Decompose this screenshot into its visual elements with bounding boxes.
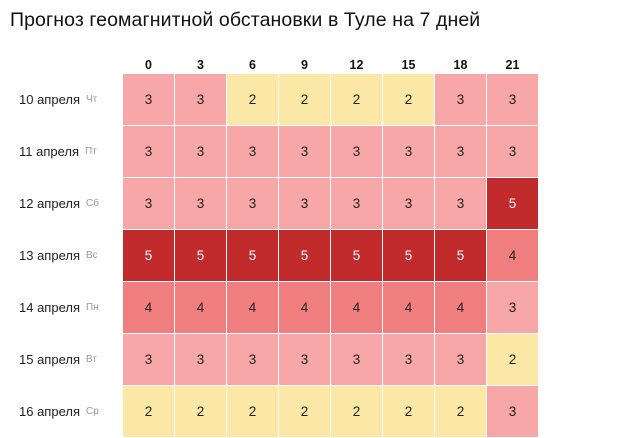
kp-cell: 3 [279, 126, 330, 177]
kp-cell: 2 [331, 74, 382, 125]
hour-header: 21 [505, 58, 520, 72]
kp-cell: 2 [487, 334, 538, 385]
kp-cell: 3 [279, 334, 330, 385]
header-corner [10, 56, 122, 74]
kp-cell: 3 [123, 178, 174, 229]
hour-header: 9 [301, 58, 308, 72]
row-label: 10 апреля Чт [10, 74, 122, 125]
row-date: 14 апреля [19, 300, 80, 315]
kp-cell: 3 [175, 74, 226, 125]
kp-cell: 5 [435, 230, 486, 281]
forecast-table: 0 3 6 9 12 15 18 21 10 апреля Чт 3 3 2 2 2 2 3 3 11 апреля… [10, 56, 538, 438]
hour-header: 6 [249, 58, 256, 72]
kp-cell: 5 [383, 230, 434, 281]
page-title: Прогноз геомагнитной обстановки в Туле н… [10, 9, 481, 31]
kp-cell: 4 [227, 282, 278, 333]
kp-cell: 3 [383, 178, 434, 229]
kp-cell: 3 [487, 282, 538, 333]
kp-cell: 3 [175, 178, 226, 229]
hour-header: 12 [349, 58, 364, 72]
row-label: 14 апреля Пн [10, 282, 122, 333]
row-date: 12 апреля [19, 196, 80, 211]
kp-cell: 3 [175, 126, 226, 177]
kp-cell: 4 [123, 282, 174, 333]
row-weekday: Сб [86, 198, 99, 209]
row-weekday: Пт [85, 146, 97, 157]
hour-header: 15 [401, 58, 416, 72]
kp-cell: 2 [279, 74, 330, 125]
row-date: 10 апреля [19, 92, 80, 107]
hour-header: 18 [453, 58, 468, 72]
kp-cell: 2 [383, 74, 434, 125]
kp-cell: 3 [279, 178, 330, 229]
kp-cell: 4 [487, 230, 538, 281]
row-label: 12 апреля Сб [10, 178, 122, 229]
row-weekday: Чт [86, 94, 98, 105]
hour-header: 0 [145, 58, 152, 72]
row-date: 13 апреля [19, 248, 80, 263]
kp-cell: 5 [175, 230, 226, 281]
kp-cell: 3 [487, 74, 538, 125]
kp-cell: 4 [383, 282, 434, 333]
kp-cell: 5 [279, 230, 330, 281]
kp-cell: 3 [123, 74, 174, 125]
row-date: 15 апреля [19, 352, 80, 367]
kp-cell: 5 [331, 230, 382, 281]
kp-cell: 4 [331, 282, 382, 333]
hour-header: 3 [197, 58, 204, 72]
row-label: 13 апреля Вс [10, 230, 122, 281]
kp-cell: 3 [383, 126, 434, 177]
row-weekday: Вт [86, 354, 97, 365]
kp-cell: 4 [175, 282, 226, 333]
kp-cell: 5 [123, 230, 174, 281]
kp-cell: 3 [227, 178, 278, 229]
kp-cell: 3 [123, 126, 174, 177]
row-label: 11 апреля Пт [10, 126, 122, 177]
kp-cell: 3 [435, 334, 486, 385]
kp-cell: 5 [487, 178, 538, 229]
kp-cell: 4 [279, 282, 330, 333]
kp-cell: 3 [123, 334, 174, 385]
kp-cell: 3 [487, 126, 538, 177]
row-date: 11 апреля [19, 144, 80, 159]
kp-cell: 3 [227, 126, 278, 177]
kp-cell: 3 [175, 334, 226, 385]
kp-cell: 3 [331, 178, 382, 229]
kp-cell: 3 [435, 74, 486, 125]
kp-cell: 4 [435, 282, 486, 333]
kp-cell: 2 [227, 74, 278, 125]
kp-cell: 3 [227, 334, 278, 385]
kp-cell: 3 [435, 178, 486, 229]
row-weekday: Вс [86, 250, 98, 261]
row-weekday: Пн [86, 302, 99, 313]
kp-cell: 3 [331, 126, 382, 177]
kp-cell: 3 [435, 126, 486, 177]
row-label: 15 апреля Вт [10, 334, 122, 385]
kp-cell: 3 [383, 334, 434, 385]
kp-cell: 3 [331, 334, 382, 385]
kp-cell: 5 [227, 230, 278, 281]
